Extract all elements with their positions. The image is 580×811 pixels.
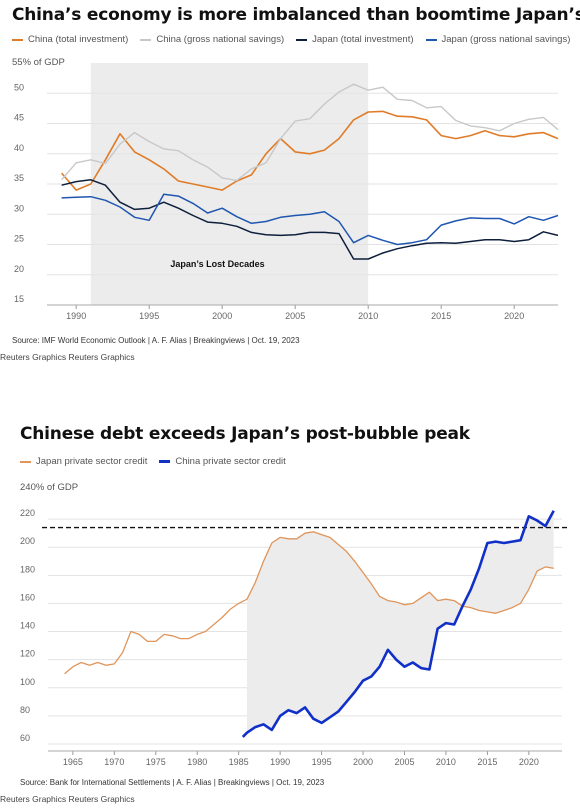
x-tick-label: 2000 — [212, 311, 232, 321]
chart-panel-1: China’s economy is more imbalanced than … — [0, 0, 580, 372]
y-tick-label: 50 — [14, 82, 24, 92]
legend-item: Japan (total investment) — [296, 34, 414, 45]
x-tick-label: 2020 — [504, 311, 524, 321]
legend-swatch — [425, 38, 437, 41]
y-tick-label: 25 — [14, 234, 24, 244]
x-tick-label: 1990 — [66, 311, 86, 321]
x-tick-label: 1965 — [63, 757, 83, 767]
x-tick-label: 1975 — [146, 757, 166, 767]
y-tick-label: 60 — [20, 733, 30, 743]
y-tick-label: 45 — [14, 113, 24, 123]
legend-label: Japan (total investment) — [312, 34, 414, 45]
x-tick-label: 2015 — [477, 757, 497, 767]
y-tick-label: 20 — [14, 264, 24, 274]
source-note: Source: Bank for International Settlemen… — [20, 778, 325, 787]
legend-swatch — [296, 38, 308, 41]
legend-label: Japan (gross national savings) — [441, 34, 571, 45]
y-tick-label: 160 — [20, 592, 35, 602]
x-tick-label: 1995 — [139, 311, 159, 321]
source-note: Source: IMF World Economic Outlook | A. … — [12, 336, 300, 345]
plot-area: 60 80 100 120 140 160 180 200 220 1965 1970 1975 198… — [20, 508, 568, 767]
y-tick-label: 80 — [20, 705, 30, 715]
x-tick-label: 2005 — [285, 311, 305, 321]
x-tick-label: 1995 — [312, 757, 332, 767]
legend-swatch — [20, 460, 31, 463]
chart-title: China’s economy is more imbalanced than … — [12, 5, 580, 25]
legend-item: China private sector credit — [159, 456, 286, 467]
x-tick-label: 2005 — [394, 757, 414, 767]
legend-label: China private sector credit — [175, 456, 286, 467]
y-tick-label: 180 — [20, 564, 35, 574]
legend-swatch — [12, 38, 23, 41]
legend-label: Japan private sector credit — [36, 456, 148, 467]
x-tick-label: 2015 — [431, 311, 451, 321]
series-line-1 — [241, 510, 555, 738]
shaded-region — [246, 510, 554, 733]
series-line-0 — [64, 531, 554, 675]
y-tick-label: 35 — [14, 173, 24, 183]
y-tick-label: 100 — [20, 677, 35, 687]
legend: Japan private sector credit China privat… — [20, 456, 286, 467]
series-line-2 — [61, 179, 559, 260]
legend-item: Japan (gross national savings) — [425, 34, 571, 45]
x-tick-label: 2010 — [358, 311, 378, 321]
credit-note: Reuters Graphics Reuters Graphics — [0, 794, 135, 804]
x-tick-label: 2000 — [353, 757, 373, 767]
y-tick-label: 40 — [14, 143, 24, 153]
series-line-1 — [61, 83, 559, 182]
credit-note: Reuters Graphics Reuters Graphics — [0, 352, 135, 362]
y-tick-label: 220 — [20, 508, 35, 518]
y-unit-label: 55% of GDP — [12, 57, 65, 68]
x-tick-label: 1990 — [270, 757, 290, 767]
series-line-0 — [60, 110, 559, 191]
legend-item: China (gross national savings) — [140, 34, 284, 45]
legend-item: China (total investment) — [12, 34, 128, 45]
x-tick-label: 2010 — [436, 757, 456, 767]
x-tick-label: 2020 — [519, 757, 539, 767]
legend-label: China (total investment) — [28, 34, 129, 45]
plot-area: 15 20 25 30 35 40 45 50 1990 1995 2000 2005 2010 2015… — [14, 63, 559, 321]
y-tick-label: 30 — [14, 203, 24, 213]
series-line-3 — [61, 193, 559, 246]
shaded-region-label: Japan’s Lost Decades — [170, 259, 264, 269]
y-tick-label: 120 — [20, 649, 35, 659]
x-tick-label: 1985 — [229, 757, 249, 767]
y-tick-label: 140 — [20, 621, 35, 631]
x-tick-label: 1970 — [104, 757, 124, 767]
legend-label: China (gross national savings) — [156, 34, 285, 45]
legend-swatch — [159, 460, 171, 463]
chart-panel-2: Chinese debt exceeds Japan’s post-bubble… — [0, 418, 580, 811]
legend-item: Japan private sector credit — [20, 456, 147, 467]
legend: China (total investment) China (gross na… — [12, 34, 570, 45]
legend-swatch — [140, 38, 152, 41]
y-tick-label: 200 — [20, 536, 35, 546]
y-tick-label: 15 — [14, 294, 24, 304]
chart-title: Chinese debt exceeds Japan’s post-bubble… — [20, 424, 470, 444]
y-unit-label: 240% of GDP — [20, 482, 79, 493]
x-tick-label: 1980 — [187, 757, 207, 767]
